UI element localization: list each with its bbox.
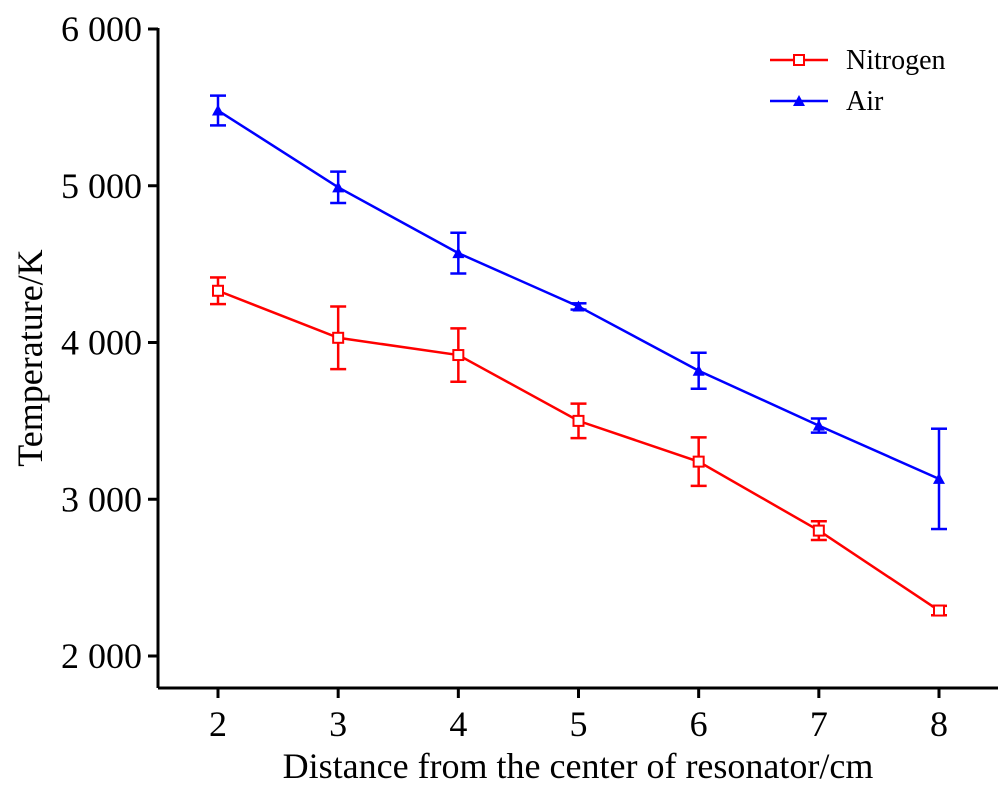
- y-axis-ticks: 2 000 3 000 4 000 5 000 6 000: [61, 9, 158, 676]
- y-axis-title: Temperature/K: [10, 249, 50, 466]
- series-air: [210, 94, 947, 531]
- data-point-air: [212, 104, 224, 116]
- data-point-air: [812, 419, 825, 431]
- y-tick-label: 3 000: [61, 479, 142, 519]
- x-axis-ticks: 2 3 4 5 6 7 8: [209, 688, 948, 744]
- y-tick-label: 6 000: [61, 9, 142, 49]
- data-point-air: [332, 181, 345, 193]
- data-point-nitrogen: [812, 524, 825, 537]
- data-point-nitrogen: [933, 604, 945, 617]
- legend-marker-air: [793, 95, 805, 106]
- y-tick-label: 4 000: [61, 323, 142, 363]
- legend-label-nitrogen: Nitrogen: [846, 45, 946, 76]
- legend-marker-nitrogen: [793, 54, 805, 66]
- data-point-nitrogen: [452, 349, 465, 362]
- x-tick-label: 7: [810, 704, 828, 744]
- x-tick-label: 4: [449, 704, 467, 744]
- x-tick-label: 6: [690, 704, 708, 744]
- data-point-air: [933, 472, 945, 484]
- data-point-nitrogen: [572, 414, 585, 427]
- legend-item-nitrogen: Nitrogen: [770, 45, 946, 76]
- legend-label-air: Air: [846, 86, 884, 117]
- y-tick-label: 5 000: [61, 166, 142, 206]
- legend: Nitrogen Air: [770, 45, 946, 117]
- x-tick-label: 2: [209, 704, 227, 744]
- data-point-nitrogen: [212, 284, 224, 297]
- legend-item-air: Air: [770, 86, 884, 117]
- x-axis-title: Distance from the center of resonator/cm: [283, 746, 874, 786]
- data-point-nitrogen: [332, 331, 345, 344]
- x-tick-label: 8: [930, 704, 948, 744]
- data-point-air: [692, 364, 705, 376]
- y-tick-label: 2 000: [61, 636, 142, 676]
- data-point-air: [572, 300, 585, 312]
- x-tick-label: 5: [570, 704, 588, 744]
- data-point-nitrogen: [692, 455, 705, 468]
- series-nitrogen: [210, 276, 947, 617]
- series-line-nitrogen: [217, 289, 940, 612]
- series-layer: [210, 94, 947, 617]
- data-point-air: [452, 247, 465, 259]
- x-tick-label: 3: [329, 704, 347, 744]
- plot-area: 2 000 3 000 4 000 5 000 6 000 2 3 4 5 6 7 8: [61, 9, 998, 744]
